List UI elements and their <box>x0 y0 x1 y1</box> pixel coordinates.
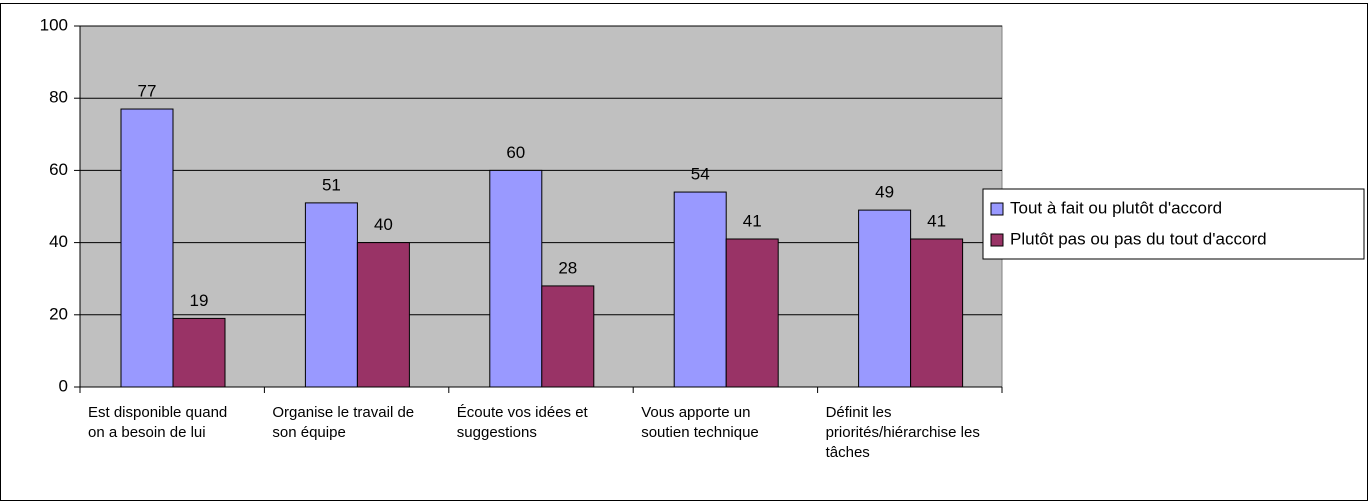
bar <box>489 169 543 388</box>
y-tick-label: 20 <box>49 304 68 323</box>
value-label: 54 <box>691 165 710 184</box>
x-tick-label: Écoute vos idées et suggestions <box>456 404 588 441</box>
value-label: 51 <box>322 175 341 194</box>
value-label: 49 <box>875 183 894 202</box>
value-label: 28 <box>558 258 577 277</box>
bar <box>673 191 727 388</box>
x-tick-label: Est disponible quand on a besoin de lui <box>88 404 228 441</box>
x-tick-label: Définit les priorités/hiérarchise les tâ… <box>825 404 980 461</box>
y-tick-label: 40 <box>49 232 68 251</box>
y-tick-label: 80 <box>49 88 68 107</box>
value-label: 77 <box>138 82 157 101</box>
value-label: 19 <box>190 291 209 310</box>
value-label: 60 <box>506 143 525 162</box>
bar <box>172 317 226 388</box>
bar <box>356 242 410 388</box>
y-tick-label: 60 <box>49 160 68 179</box>
x-tick-label: Organise le travail de son équipe <box>272 404 415 441</box>
legend-label: Plutôt pas ou pas du tout d'accord <box>1010 229 1267 248</box>
bar <box>725 238 779 388</box>
value-label: 41 <box>743 211 762 230</box>
value-label: 41 <box>927 211 946 230</box>
legend-label: Tout à fait ou plutôt d'accord <box>1010 198 1222 217</box>
legend-box <box>982 188 1365 260</box>
legend-swatch <box>990 233 1004 247</box>
x-tick-label: Vous apporte un soutien technique <box>641 404 759 441</box>
y-tick-label: 100 <box>40 15 68 34</box>
bar <box>541 285 595 388</box>
bar <box>120 108 174 388</box>
value-label: 40 <box>374 215 393 234</box>
bar <box>858 209 912 388</box>
y-tick-label: 0 <box>59 376 68 395</box>
bar <box>910 238 964 388</box>
bar <box>304 202 358 388</box>
legend-swatch <box>990 202 1004 216</box>
